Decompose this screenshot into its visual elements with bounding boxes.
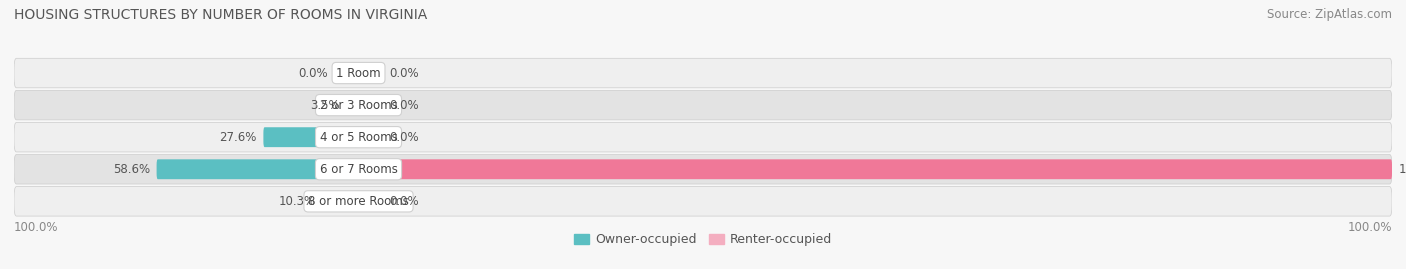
FancyBboxPatch shape <box>14 90 1392 120</box>
FancyBboxPatch shape <box>14 58 1392 88</box>
FancyBboxPatch shape <box>359 63 382 83</box>
Text: 1 Room: 1 Room <box>336 66 381 80</box>
Text: 0.0%: 0.0% <box>389 66 419 80</box>
FancyBboxPatch shape <box>14 122 1392 152</box>
Text: 0.0%: 0.0% <box>298 66 328 80</box>
Text: Source: ZipAtlas.com: Source: ZipAtlas.com <box>1267 8 1392 21</box>
Text: 100.0%: 100.0% <box>1399 163 1406 176</box>
Text: 100.0%: 100.0% <box>14 221 59 234</box>
Text: 58.6%: 58.6% <box>112 163 150 176</box>
Text: 10.3%: 10.3% <box>278 195 316 208</box>
FancyBboxPatch shape <box>323 192 359 211</box>
Text: 100.0%: 100.0% <box>1347 221 1392 234</box>
Text: 0.0%: 0.0% <box>389 99 419 112</box>
Text: 6 or 7 Rooms: 6 or 7 Rooms <box>319 163 398 176</box>
FancyBboxPatch shape <box>359 95 382 115</box>
Text: 8 or more Rooms: 8 or more Rooms <box>308 195 409 208</box>
Text: 0.0%: 0.0% <box>389 195 419 208</box>
Legend: Owner-occupied, Renter-occupied: Owner-occupied, Renter-occupied <box>568 228 838 251</box>
Text: 4 or 5 Rooms: 4 or 5 Rooms <box>319 131 398 144</box>
FancyBboxPatch shape <box>346 95 359 115</box>
FancyBboxPatch shape <box>359 159 1392 179</box>
Text: 27.6%: 27.6% <box>219 131 256 144</box>
FancyBboxPatch shape <box>14 154 1392 184</box>
FancyBboxPatch shape <box>156 159 359 179</box>
FancyBboxPatch shape <box>14 187 1392 216</box>
Text: 0.0%: 0.0% <box>389 131 419 144</box>
FancyBboxPatch shape <box>335 63 359 83</box>
Text: 3.5%: 3.5% <box>309 99 340 112</box>
Text: 2 or 3 Rooms: 2 or 3 Rooms <box>319 99 398 112</box>
FancyBboxPatch shape <box>359 192 382 211</box>
FancyBboxPatch shape <box>359 127 382 147</box>
FancyBboxPatch shape <box>263 127 359 147</box>
Text: HOUSING STRUCTURES BY NUMBER OF ROOMS IN VIRGINIA: HOUSING STRUCTURES BY NUMBER OF ROOMS IN… <box>14 8 427 22</box>
